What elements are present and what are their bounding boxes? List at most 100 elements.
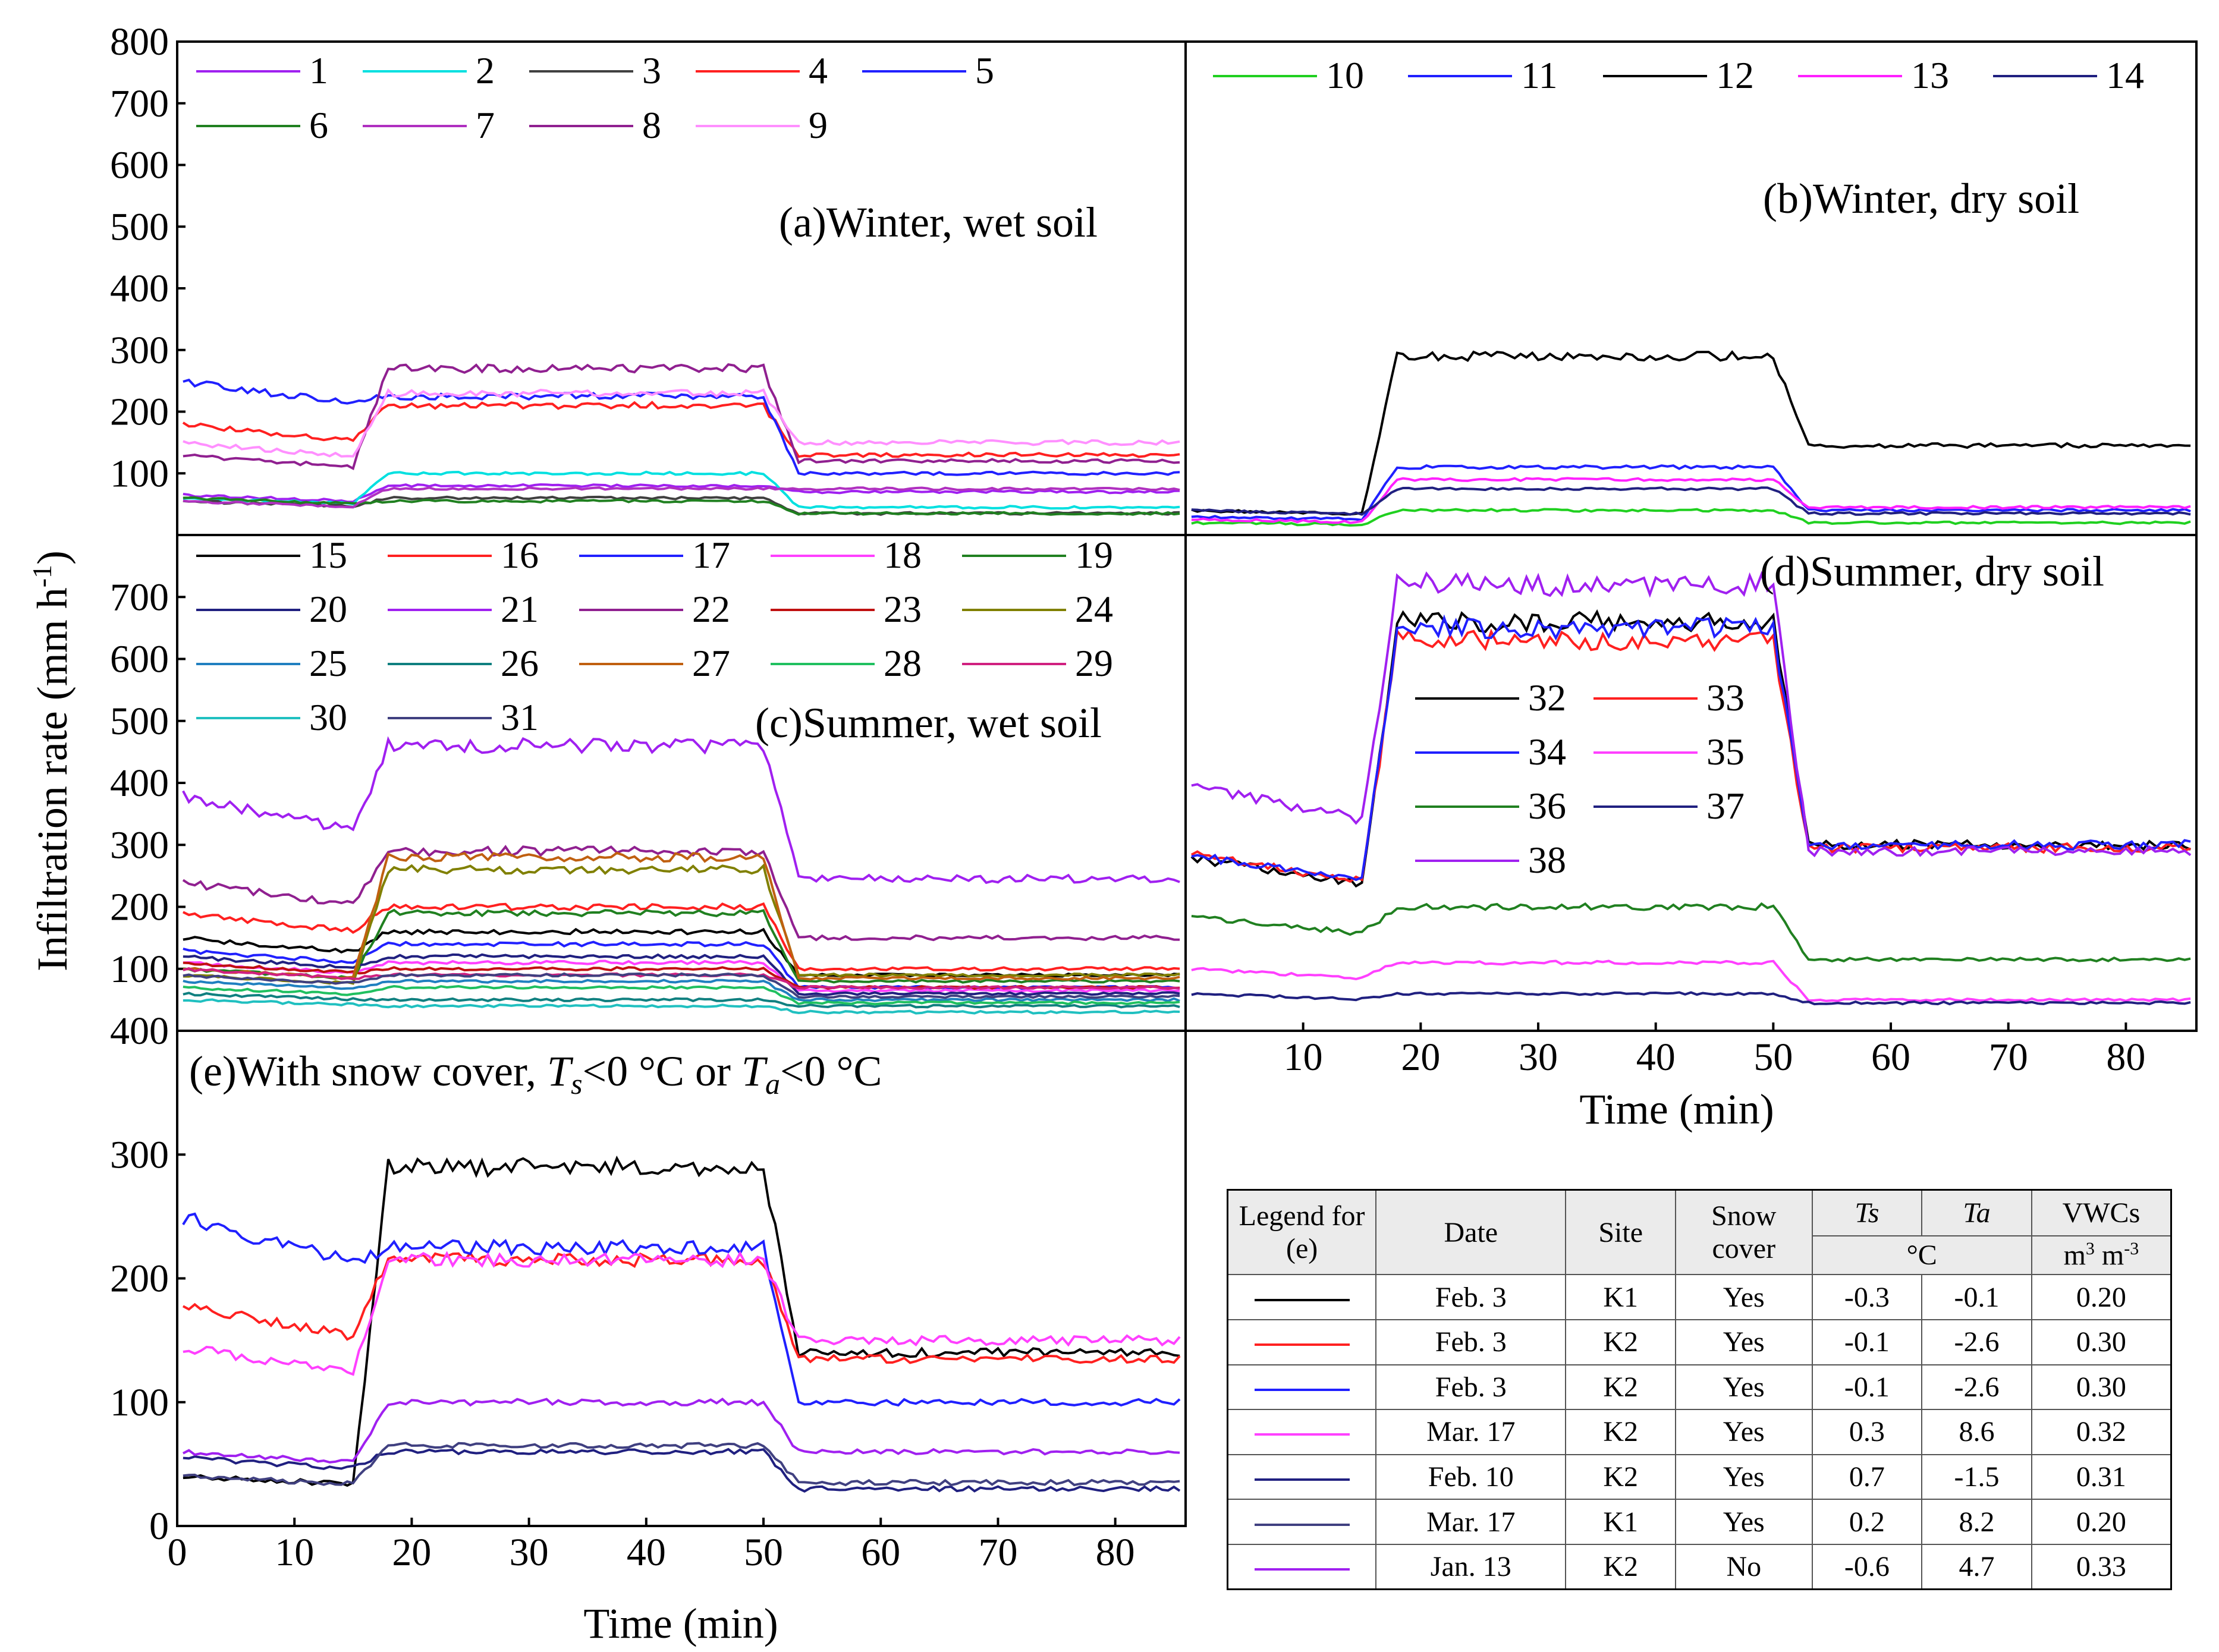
- legend-line: [1227, 1409, 1377, 1455]
- ts-cell: -0.1: [1811, 1364, 1923, 1411]
- date-cell: Jan. 13: [1375, 1543, 1567, 1590]
- legend-item-4: 4: [696, 49, 828, 92]
- legend-item-24: 24: [962, 588, 1113, 630]
- series-c-31-line: [183, 972, 1180, 999]
- legend-item-25: 25: [196, 642, 347, 684]
- legend-label: 14: [2106, 54, 2144, 96]
- ta-cell: -1.5: [1921, 1453, 2032, 1500]
- panel-e-xtick-label: 60: [861, 1531, 900, 1574]
- legend-swatch: [1254, 1568, 1350, 1571]
- legend-item-38: 38: [1415, 839, 1566, 881]
- unit-vwc-sup1: 3: [2085, 1239, 2095, 1259]
- series-e-mar-17-k1-line: [183, 1442, 1180, 1487]
- legend-label: 8: [642, 104, 661, 146]
- panel-b-series: [1191, 350, 2191, 527]
- legend-item-29: 29: [962, 642, 1113, 684]
- legend-table-body: Feb. 3 K1 Yes -0.3 -0.1 0.20 Feb. 3 K2 Yes -0.1 -2…: [1227, 1274, 2172, 1590]
- legend-swatch: [1254, 1433, 1350, 1436]
- legend-table-row: Feb. 10 K2 Yes 0.7 -1.5 0.31: [1227, 1453, 2172, 1500]
- series-e-feb-3-k2-a--line: [182, 1251, 1181, 1364]
- legend-label: 35: [1706, 731, 1745, 773]
- site-cell: K2: [1565, 1364, 1676, 1411]
- series-c-20-line: [183, 953, 1180, 996]
- date-cell: Feb. 10: [1375, 1453, 1567, 1500]
- legend-label: 36: [1528, 785, 1566, 827]
- panel-d-frame: [1184, 534, 2198, 1032]
- legend-label: 23: [884, 588, 922, 630]
- series-b-13-line: [1191, 477, 2191, 524]
- panel-a-ytick-label: 500: [110, 205, 169, 248]
- panel-c-ytick-label: 200: [110, 886, 169, 929]
- panel-e-series: [182, 1155, 1181, 1493]
- panel-a-ytick-label: 200: [110, 391, 169, 434]
- unit-vwc-sup2: -3: [2124, 1239, 2139, 1259]
- ta-cell: -2.6: [1921, 1364, 2032, 1411]
- panel-a-ytick-label: 800: [110, 20, 169, 64]
- panel-e-ytick-label: 400: [110, 1009, 169, 1053]
- header-date: Date: [1375, 1189, 1567, 1276]
- snow-cell: Yes: [1675, 1274, 1813, 1321]
- panel-c-ytick-label: 700: [110, 575, 169, 619]
- legend-line: [1227, 1453, 1377, 1500]
- header-vwcs: VWCs: [2031, 1189, 2172, 1237]
- legend-item-8: 8: [529, 104, 661, 146]
- site-cell: K2: [1565, 1543, 1676, 1590]
- vwc-cell: 0.30: [2031, 1319, 2172, 1365]
- legend-label: 5: [975, 49, 994, 92]
- ta-cell: 4.7: [1921, 1543, 2032, 1590]
- panel-d-xtick-label: 80: [2106, 1036, 2145, 1079]
- panel-e-xtick-label: 20: [392, 1531, 431, 1574]
- date-cell: Mar. 17: [1375, 1409, 1567, 1455]
- panel-e-ytick-label: 0: [149, 1505, 169, 1548]
- series-a-4-line: [182, 400, 1180, 458]
- legend-label: 4: [809, 49, 828, 92]
- vwc-cell: 0.32: [2031, 1409, 2172, 1455]
- series-a-9-line: [183, 388, 1180, 458]
- series-a-6-line: [183, 496, 1180, 516]
- ts-cell: 0.2: [1811, 1499, 1923, 1545]
- legend-item-17: 17: [579, 534, 730, 576]
- series-b-11-line: [1191, 464, 2191, 522]
- series-d-35-line: [1191, 959, 2191, 1002]
- legend-table-row: Feb. 3 K2 Yes -0.1 -2.6 0.30: [1227, 1364, 2172, 1411]
- panel-e-xtick-label: 40: [627, 1531, 666, 1574]
- panel-d-x-axis-title: Time (min): [1579, 1085, 1774, 1133]
- series-e-feb-10-k2-line: [183, 1448, 1181, 1493]
- legend-line: [1227, 1543, 1377, 1590]
- legend-label: 21: [501, 588, 539, 630]
- panel-e-title-suffix: <0 °C: [780, 1047, 882, 1095]
- panel-c-ytick-label: 100: [110, 948, 169, 991]
- series-e-jan-13-k2-line: [182, 1398, 1180, 1464]
- panel-c-title: (c)Summer, wet soil: [755, 699, 1102, 747]
- panel-c-series: [182, 736, 1180, 1015]
- legend-item-2: 2: [363, 49, 495, 92]
- panel-d-title: (d)Summer, dry soil: [1760, 547, 2104, 595]
- legend-item-12: 12: [1603, 54, 1754, 96]
- snow-cell: Yes: [1675, 1453, 1813, 1500]
- legend-item-10: 10: [1213, 54, 1364, 96]
- legend-label: 3: [642, 49, 661, 92]
- legend-line: [1227, 1364, 1377, 1411]
- panel-d-xtick-label: 40: [1636, 1036, 1676, 1079]
- panel-e-title-ts-sub: s: [571, 1067, 582, 1100]
- ta-cell: -2.6: [1921, 1319, 2032, 1365]
- legend-item-6: 6: [196, 104, 328, 146]
- panel-e-title-ts: T: [547, 1047, 574, 1095]
- series-b-14-line: [1191, 486, 2191, 516]
- legend-table-row: Feb. 3 K1 Yes -0.3 -0.1 0.20: [1227, 1274, 2172, 1321]
- legend-label: 34: [1528, 731, 1566, 773]
- legend-label: 29: [1075, 642, 1113, 684]
- vwc-cell: 0.20: [2031, 1274, 2172, 1321]
- y-axis-title: Infiltration rate (mm h-1): [27, 550, 76, 971]
- legend-label: 31: [501, 696, 539, 738]
- legend-item-37: 37: [1593, 785, 1745, 827]
- site-cell: K1: [1565, 1499, 1676, 1545]
- legend-label: 18: [884, 534, 922, 576]
- legend-item-13: 13: [1798, 54, 1949, 96]
- panel-e-xtick-label: 50: [744, 1531, 783, 1574]
- series-a-1-line: [183, 483, 1180, 504]
- panel-d-series: [1190, 571, 2192, 1006]
- vwc-cell: 0.33: [2031, 1543, 2172, 1590]
